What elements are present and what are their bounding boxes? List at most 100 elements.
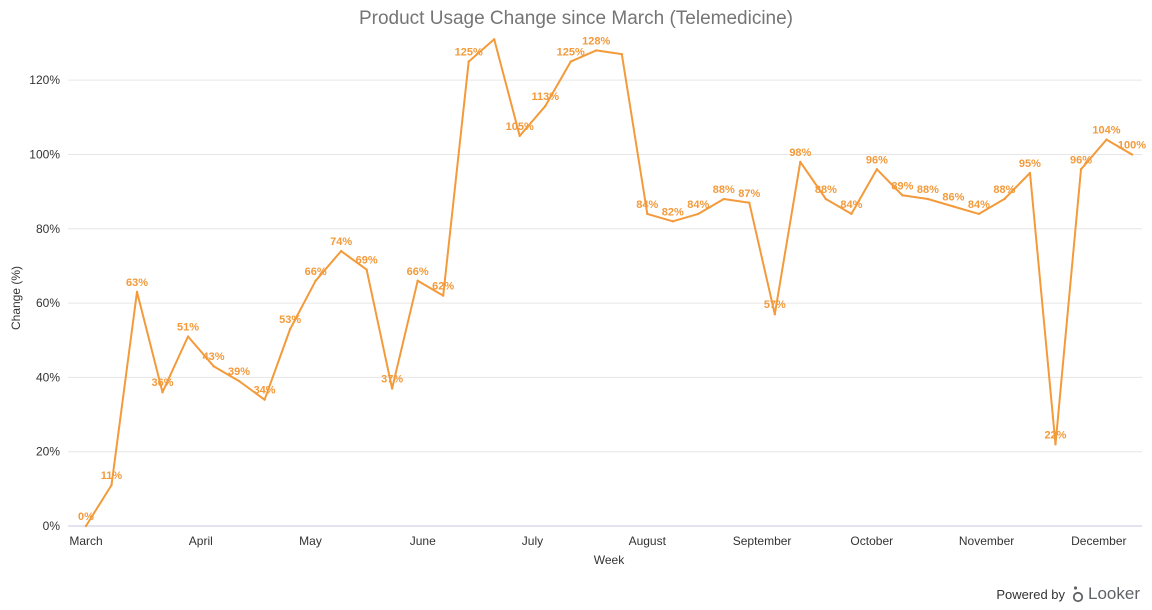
x-tick-label: May bbox=[299, 534, 322, 548]
data-label: 84% bbox=[636, 199, 658, 211]
y-axis-label: Change (%) bbox=[9, 266, 23, 330]
y-axis: 0% 20% 40% 60% 80% 100% 120% bbox=[29, 73, 60, 533]
data-point bbox=[722, 197, 726, 201]
data-label: 66% bbox=[305, 266, 327, 278]
data-label: 62% bbox=[432, 281, 454, 293]
data-label: 37% bbox=[381, 374, 403, 386]
data-point bbox=[875, 168, 879, 171]
data-label: 100% bbox=[1118, 139, 1146, 151]
data-point bbox=[773, 313, 777, 316]
data-label: 11% bbox=[101, 470, 123, 482]
x-tick-label: August bbox=[629, 534, 667, 548]
x-tick-label: July bbox=[522, 534, 543, 548]
data-label: 0% bbox=[78, 511, 94, 523]
data-point bbox=[314, 279, 317, 282]
powered-by-text: Powered by bbox=[996, 586, 1066, 602]
data-label: 69% bbox=[356, 255, 378, 267]
looker-brand[interactable]: Looker bbox=[1071, 584, 1140, 604]
data-label: 95% bbox=[1019, 158, 1041, 170]
data-point bbox=[237, 379, 241, 383]
data-point bbox=[492, 38, 496, 41]
line-chart: 0% 20% 40% 60% 80% 100% 120% March April May June… bbox=[9, 35, 1146, 567]
data-point bbox=[288, 327, 292, 331]
data-label: 39% bbox=[228, 366, 250, 378]
data-label: 87% bbox=[738, 188, 760, 200]
data-label: 84% bbox=[687, 199, 709, 211]
data-point bbox=[518, 134, 521, 138]
y-tick-label: 40% bbox=[36, 370, 60, 384]
data-point bbox=[952, 205, 955, 208]
data-label: 84% bbox=[968, 199, 990, 211]
data-labels: 0% 11% 63% 36% 51% 43%39% 34% 53% 66% 74% 69% 37% 66… bbox=[78, 35, 1146, 523]
data-label: 125% bbox=[455, 47, 483, 59]
data-point bbox=[620, 52, 623, 56]
data-label: 104% bbox=[1092, 125, 1120, 137]
y-tick-label: 60% bbox=[36, 296, 60, 310]
y-tick-label: 100% bbox=[29, 147, 60, 161]
data-point bbox=[1028, 171, 1032, 175]
x-axis-label: Week bbox=[594, 553, 625, 567]
y-tick-label: 80% bbox=[36, 222, 60, 236]
x-tick-label: October bbox=[850, 534, 893, 548]
y-tick-label: 120% bbox=[29, 73, 60, 87]
chart-title: Product Usage Change since March (Teleme… bbox=[358, 8, 794, 29]
data-point bbox=[544, 104, 547, 108]
data-point bbox=[977, 212, 981, 216]
data-label: 66% bbox=[407, 266, 429, 278]
data-label: 88% bbox=[993, 184, 1015, 196]
data-label: 96% bbox=[866, 154, 888, 166]
data-point bbox=[926, 197, 930, 201]
data-point bbox=[1079, 168, 1083, 171]
x-tick-label: December bbox=[1071, 534, 1126, 548]
data-point bbox=[569, 60, 572, 63]
data-label: 89% bbox=[891, 180, 913, 192]
data-point bbox=[467, 60, 470, 63]
x-tick-label: June bbox=[410, 534, 436, 548]
data-point bbox=[824, 197, 828, 201]
data-point bbox=[697, 212, 700, 216]
looker-logo-icon bbox=[1072, 586, 1084, 603]
data-point bbox=[339, 249, 343, 253]
data-point bbox=[441, 294, 445, 297]
data-label: 84% bbox=[840, 199, 862, 211]
data-label: 113% bbox=[531, 91, 559, 103]
data-label: 63% bbox=[126, 277, 148, 289]
data-point bbox=[901, 194, 904, 197]
looker-brand-label: Looker bbox=[1088, 584, 1140, 603]
data-point bbox=[186, 335, 190, 338]
data-label: 88% bbox=[815, 184, 837, 196]
data-point bbox=[416, 279, 419, 282]
data-point bbox=[1003, 197, 1006, 201]
data-label: 86% bbox=[942, 191, 964, 203]
data-point bbox=[365, 268, 368, 271]
data-point bbox=[646, 212, 649, 216]
data-label: 88% bbox=[917, 184, 939, 196]
data-label: 74% bbox=[330, 236, 352, 248]
powered-by-footer: Powered by Looker bbox=[996, 584, 1140, 604]
data-point bbox=[671, 220, 674, 223]
data-point bbox=[850, 212, 853, 216]
data-label: 53% bbox=[279, 314, 301, 326]
x-tick-label: September bbox=[733, 534, 792, 548]
data-label: 22% bbox=[1044, 429, 1066, 441]
data-point bbox=[595, 49, 598, 52]
data-label: 34% bbox=[254, 385, 276, 397]
data-label: 82% bbox=[662, 206, 684, 218]
series-line bbox=[85, 38, 1133, 527]
data-point bbox=[390, 387, 394, 390]
data-point bbox=[748, 201, 751, 204]
data-label: 125% bbox=[557, 47, 585, 59]
y-tick-label: 0% bbox=[43, 519, 61, 533]
data-label: 88% bbox=[713, 184, 735, 196]
data-point bbox=[110, 483, 113, 487]
data-point bbox=[161, 391, 164, 394]
data-point bbox=[1054, 443, 1057, 446]
data-point bbox=[263, 398, 266, 401]
x-tick-label: November bbox=[959, 534, 1014, 548]
x-tick-label: March bbox=[69, 534, 102, 548]
data-label: 43% bbox=[203, 351, 225, 363]
data-label: 36% bbox=[152, 377, 174, 389]
x-axis: March April May June July August September Octo… bbox=[68, 525, 1142, 548]
x-tick-label: April bbox=[189, 534, 213, 548]
data-label: 51% bbox=[177, 322, 199, 334]
